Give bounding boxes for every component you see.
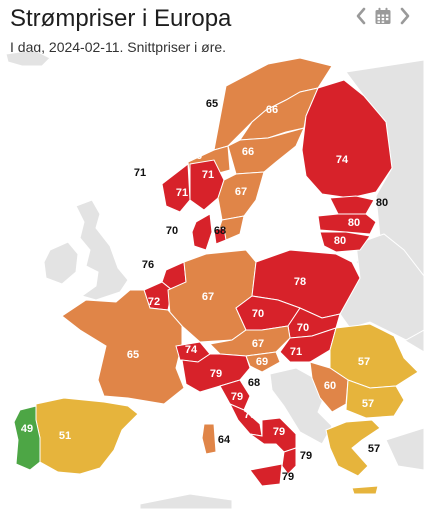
price-label-no-mid: 66 (190, 150, 202, 162)
region-dk-east[interactable] (213, 227, 227, 245)
price-label-finland: 74 (336, 154, 349, 166)
price-label-hungary: 71 (290, 346, 302, 358)
price-label-calabria: 79 (300, 450, 312, 462)
region-it-north[interactable] (181, 353, 251, 393)
price-label-no-west-outside: 71 (134, 167, 146, 179)
page-title: Strømpriser i Europa (10, 5, 232, 32)
date-navigation (352, 6, 414, 26)
great-britain-shape (75, 199, 129, 301)
price-label-germany: 67 (202, 291, 214, 303)
ireland-shape (43, 241, 79, 285)
calendar-button[interactable] (374, 6, 392, 26)
price-label-greece: 57 (368, 443, 380, 455)
price-label-austria: 67 (252, 338, 264, 350)
region-no-west[interactable] (161, 163, 191, 213)
region-se-mid[interactable] (227, 127, 305, 175)
price-label-croatia: 68 (248, 377, 260, 389)
no-data-regions (5, 52, 424, 509)
price-label-slovenia: 69 (256, 356, 268, 368)
chevron-left-icon (356, 7, 366, 25)
region-sicily[interactable] (249, 463, 283, 487)
price-label-dk-west: 70 (166, 225, 178, 237)
price-label-netherlands: 76 (142, 259, 154, 271)
price-label-no-west: 71 (176, 187, 188, 199)
region-hungary[interactable] (279, 327, 337, 363)
iceland-shape (5, 52, 51, 67)
region-spain[interactable] (35, 397, 139, 475)
price-label-serbia: 60 (324, 380, 336, 392)
page-subtitle: I dag, 2024-02-11. Snittpriser i øre. (10, 39, 227, 55)
region-greece[interactable] (325, 419, 381, 477)
region-it-centre-north[interactable] (219, 379, 251, 411)
turkey-shape (385, 427, 424, 471)
price-label-it-north: 79 (210, 368, 222, 380)
region-bulgaria[interactable] (345, 379, 405, 419)
price-label-poland: 78 (294, 276, 306, 288)
price-labels: 65 66 66 66 74 71 71 71 67 67 80 80 80 7… (21, 98, 388, 483)
region-latvia[interactable] (317, 213, 377, 235)
region-it-south[interactable] (249, 417, 297, 453)
region-slovenia[interactable] (245, 351, 281, 373)
region-sardinia[interactable] (201, 423, 217, 455)
region-finland[interactable] (301, 79, 393, 199)
price-label-se-south: 67 (242, 223, 254, 235)
price-label-se-north: 66 (266, 104, 278, 116)
region-crete[interactable] (351, 485, 379, 495)
price-label-lithuania: 80 (334, 235, 346, 247)
price-label-switzerland: 74 (185, 344, 198, 356)
next-day-button[interactable] (396, 6, 414, 26)
price-label-se-south-mid: 67 (235, 186, 247, 198)
header: Strømpriser i Europa I dag, 2024-02-11. … (10, 4, 424, 56)
price-label-se-mid: 66 (242, 146, 254, 158)
price-regions (13, 57, 419, 495)
region-france[interactable] (61, 289, 185, 405)
price-label-france: 65 (127, 349, 139, 361)
region-estonia[interactable] (329, 195, 375, 215)
region-portugal[interactable] (13, 405, 41, 471)
price-label-it-centre-north: 79 (231, 391, 243, 403)
price-label-sicily: 79 (282, 471, 294, 483)
calendar-icon (375, 7, 391, 24)
price-label-spain: 51 (59, 430, 71, 442)
europe-price-map: 65 66 66 66 74 71 71 71 67 67 80 80 80 7… (5, 52, 424, 509)
price-label-it-south: 79 (273, 426, 285, 438)
price-label-czechia: 70 (252, 308, 264, 320)
north-africa-shape (139, 493, 233, 509)
price-label-no-south: 71 (202, 169, 214, 181)
price-label-portugal: 49 (21, 423, 33, 435)
price-label-estonia: 80 (376, 197, 388, 209)
chevron-right-icon (400, 7, 410, 25)
region-serbia[interactable] (309, 361, 349, 413)
region-lithuania[interactable] (319, 231, 371, 253)
price-label-sardinia: 64 (218, 434, 231, 446)
price-label-no-north: 65 (206, 98, 218, 110)
previous-day-button[interactable] (352, 6, 370, 26)
price-label-it-centre-south: 79 (244, 409, 256, 421)
price-label-dk-east: 68 (214, 225, 226, 237)
price-label-slovakia: 70 (297, 322, 309, 334)
region-se-south-mid[interactable] (217, 171, 265, 221)
price-label-latvia: 80 (348, 217, 360, 229)
region-dk-west[interactable] (191, 213, 213, 251)
price-label-bulgaria: 57 (362, 398, 374, 410)
price-label-belgium: 72 (148, 296, 160, 308)
price-label-romania: 57 (358, 356, 370, 368)
